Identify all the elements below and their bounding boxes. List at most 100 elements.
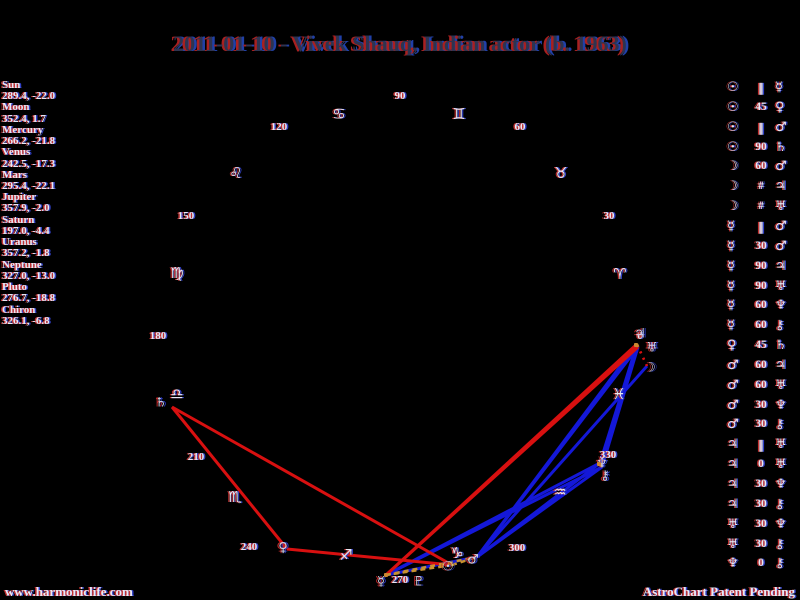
moon-glyph: ☽ [727, 179, 739, 195]
uranus-glyph: ♅ [727, 516, 739, 532]
aspect-row-mercury-mars: ☿ 30 ♂ [727, 239, 797, 257]
degree-label-90: 90 [394, 90, 406, 102]
degree-label-240: 240 [240, 541, 258, 553]
ephemeris-planet-name: Moon [2, 101, 30, 114]
ephemeris-planet-coords: 266.2, -21.8 [2, 135, 56, 148]
neptune-glyph: ♆ [727, 556, 739, 572]
ephemeris-planet-coords: 352.4, 1.7 [2, 112, 46, 125]
cancer-sign-icon: ♋ [332, 105, 346, 123]
aspect-relation-label: 60 [755, 378, 767, 391]
mars-glyph: ♂ [727, 417, 739, 433]
aspect-relation-label: ∥ [758, 221, 764, 234]
degree-label-300: 300 [508, 542, 526, 554]
aspect-row-mars-chiron: ♂ 30 ⚷ [727, 417, 797, 435]
uranus-glyph: ♅ [775, 278, 787, 294]
degree-label-30: 30 [603, 210, 615, 222]
mercury-glyph: ☿ [727, 238, 735, 254]
aspect-row-mercury-neptune: ☿ 60 ♆ [727, 298, 797, 316]
virgo-sign-icon: ♍ [170, 264, 184, 282]
ephemeris-planet-coords: 242.5, -17.3 [2, 157, 56, 170]
mercury-glyph: ☿ [727, 318, 735, 334]
mars-glyph: ♂ [727, 377, 739, 393]
sun-planet-icon: ☉ [442, 559, 454, 575]
aspect-row-jupiter-uranus: ♃ ∥ ♅ [727, 437, 797, 455]
aspect-relation-label: 90 [755, 259, 767, 272]
aspect-relation-label: 60 [755, 358, 767, 371]
planet-position-marker [384, 573, 388, 577]
aspect-relation-label: 30 [755, 497, 767, 510]
neptune-glyph: ♆ [775, 298, 787, 314]
degree-label-330: 330 [599, 449, 617, 461]
leo-sign-icon: ♌ [229, 164, 243, 182]
moon-planet-icon: ☽ [644, 360, 656, 376]
aspect-row-jupiter-chiron: ♃ 30 ⚷ [727, 497, 797, 515]
ephemeris-planet-name: Pluto [2, 281, 28, 294]
aspect-line-sun-mars [451, 555, 478, 567]
ephemeris-planet-coords: 276.7, -18.8 [2, 292, 56, 305]
mercury-glyph: ☿ [775, 80, 783, 95]
aspect-relation-label: 0 [758, 458, 764, 471]
aspect-row-mercury-jupiter: ☿ 90 ♃ [727, 259, 797, 277]
aspect-line-venus-saturn [170, 406, 289, 550]
saturn-glyph: ♄ [775, 139, 787, 155]
aspect-relation-label: # [758, 180, 764, 193]
venus-glyph: ♀ [775, 99, 785, 115]
degree-label-270: 270 [391, 574, 409, 586]
neptune-glyph: ♆ [775, 397, 787, 413]
aspect-row-jupiter-uranus: ♃ 0 ♅ [727, 457, 797, 475]
jupiter-glyph: ♃ [727, 457, 739, 473]
aspect-row-moon-jupiter: ☽ # ♃ [727, 179, 797, 197]
uranus-glyph: ♅ [775, 377, 787, 393]
pisces-sign-icon: ♓ [612, 385, 626, 403]
aspect-row-mars-uranus: ♂ 60 ♅ [727, 378, 797, 396]
aspect-relation-label: # [758, 200, 764, 213]
degree-label-0: 0 [637, 330, 643, 342]
neptune-glyph: ♆ [775, 477, 787, 492]
chiron-glyph: ⚷ [775, 417, 785, 433]
mercury-glyph: ☿ [727, 218, 735, 234]
aspect-row-mercury-chiron: ☿ 60 ⚷ [727, 318, 797, 336]
gemini-sign-icon: ♊ [452, 105, 466, 123]
page-title: 2011-01-10 - Vivek Shauq, Indian actor (… [173, 31, 627, 56]
aspect-line-moon-mars [475, 365, 649, 558]
degree-label-60: 60 [514, 121, 526, 133]
aspect-line-sun-saturn [171, 405, 453, 567]
aspect-relation-label: ∥ [758, 440, 764, 453]
uranus-glyph: ♅ [775, 199, 787, 215]
jupiter-glyph: ♃ [775, 357, 787, 373]
aquarius-sign-icon: ♒ [553, 483, 567, 501]
aspect-relation-label: 90 [755, 279, 767, 292]
ephemeris-planet-name: Chiron [2, 303, 36, 316]
sun-glyph: ☉ [727, 99, 739, 115]
chiron-glyph: ⚷ [775, 556, 785, 572]
jupiter-glyph: ♃ [775, 258, 787, 274]
aspect-line-mercury-chiron [385, 465, 603, 577]
aspect-row-jupiter-neptune: ♃ 30 ♆ [727, 477, 797, 495]
planet-position-marker [597, 462, 601, 466]
sagittarius-sign-icon: ♐ [339, 546, 353, 564]
aspect-row-moon-uranus: ☽ # ♅ [727, 199, 797, 217]
uranus-planet-icon: ♅ [646, 340, 658, 356]
degree-label-180: 180 [149, 330, 167, 342]
saturn-glyph: ♄ [775, 338, 787, 354]
mars-glyph: ♂ [775, 238, 787, 254]
aspect-relation-label: 60 [755, 160, 767, 173]
ephemeris-entry-venus: Venus 242.5, -17.3 [2, 147, 132, 170]
jupiter-glyph: ♃ [727, 477, 739, 492]
ephemeris-planet-name: Mercury [2, 123, 44, 136]
aspect-line-sun-venus [286, 547, 453, 567]
ephemeris-entry-saturn: Saturn 197.0, -4.4 [2, 214, 132, 237]
ephemeris-planet-coords: 357.2, -1.8 [2, 247, 50, 260]
degree-label-210: 210 [187, 451, 205, 463]
ephemeris-planet-coords: 326.1, -6.8 [2, 314, 50, 327]
chiron-glyph: ⚷ [775, 318, 785, 334]
ephemeris-entry-chiron: Chiron 326.1, -6.8 [2, 303, 132, 327]
aspect-row-uranus-neptune: ♅ 30 ♆ [727, 517, 797, 535]
jupiter-planet-icon: ♃ [634, 326, 646, 342]
ephemeris-planet-name: Sun [2, 79, 21, 91]
aspect-row-sun-venus: ☉ 45 ♀ [727, 100, 797, 118]
mars-glyph: ♂ [727, 397, 739, 413]
aspect-line-mercury-mars [385, 555, 478, 577]
ephemeris-planet-coords: 289.4, -22.0 [2, 90, 56, 103]
